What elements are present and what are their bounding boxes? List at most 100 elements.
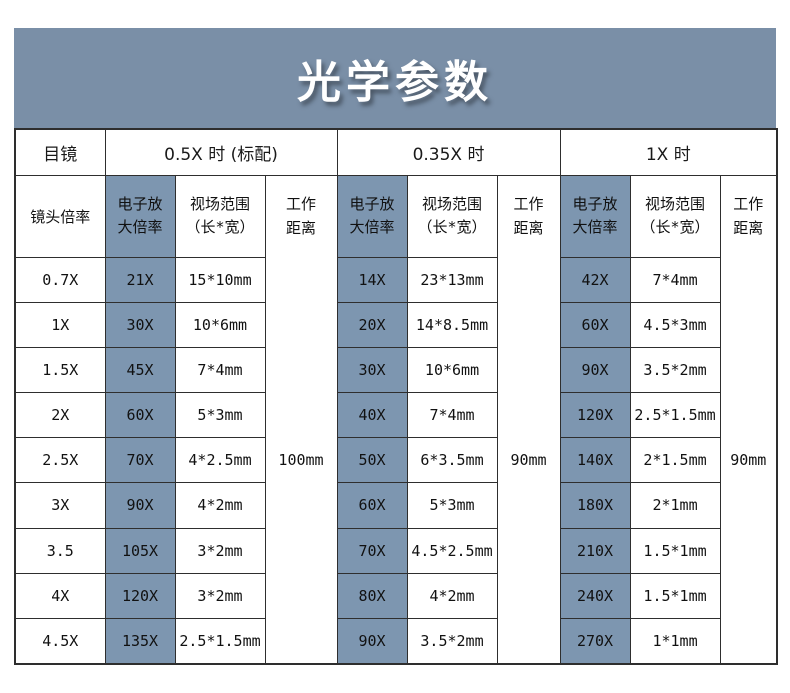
magnification-header-line2: 大倍率: [117, 218, 163, 237]
fov-cell: 5*3mm: [406, 482, 498, 529]
table-row: 1.5X 45X 7*4mm 30X 10*6mm 90X 3.5*2mm: [14, 346, 777, 394]
magnification-cell: 240X: [559, 572, 631, 619]
banner-title: 光学参数: [297, 57, 493, 108]
spec-table: 目镜 0.5X 时 (标配) 0.35X 时 1X 时 镜头倍率 电子放 大倍率…: [14, 128, 779, 665]
magnification-cell: 70X: [104, 437, 176, 484]
magnification-cell: 30X: [336, 346, 408, 394]
magnification-header-cell: 电子放 大倍率: [559, 174, 631, 258]
table-row: 4.5X 135X 2.5*1.5mm 90X 3.5*2mm 270X 1*1…: [14, 617, 777, 665]
lens-ratio-cell: 0.7X: [14, 256, 106, 303]
magnification-cell: 135X: [104, 617, 176, 665]
fov-cell: 7*4mm: [629, 256, 721, 303]
fov-cell: 2*1mm: [629, 482, 721, 529]
fov-cell: 5*3mm: [174, 392, 266, 439]
working-distance-value-group3: 90mm: [730, 451, 767, 469]
fov-cell: 23*13mm: [406, 256, 498, 303]
fov-header-cell: 视场范围 （长*宽）: [629, 174, 721, 258]
fov-cell: 1.5*1mm: [629, 527, 721, 574]
fov-cell: 4.5*3mm: [629, 301, 721, 349]
subheader-row: 镜头倍率 电子放 大倍率 视场范围 （长*宽） 工作 距离 100mm: [14, 174, 778, 664]
working-distance-cell-group1: 工作 距离 100mm: [264, 174, 338, 664]
fov-cell: 3.5*2mm: [629, 346, 721, 394]
fov-header-line1: 视场范围: [189, 194, 250, 213]
magnification-cell: 140X: [559, 437, 631, 484]
fov-cell: 3*2mm: [174, 572, 266, 619]
table-row: 1X 30X 10*6mm 20X 14*8.5mm 60X 4.5*3mm: [14, 301, 777, 349]
magnification-cell: 210X: [559, 527, 631, 574]
working-distance-value-group2: 90mm: [510, 451, 547, 469]
fov-cell: 1.5*1mm: [629, 572, 721, 619]
fov-cell: 4*2mm: [174, 482, 266, 529]
working-distance-label: 工作 距离: [513, 195, 544, 237]
magnification-cell: 40X: [336, 392, 408, 439]
lens-ratio-cell: 1.5X: [14, 346, 106, 394]
lens-ratio-cell: 4.5X: [14, 617, 106, 665]
fov-cell: 2*1.5mm: [629, 437, 721, 484]
magnification-cell: 120X: [104, 572, 176, 619]
lens-ratio-cell: 3.5: [14, 527, 106, 574]
fov-cell: 3.5*2mm: [406, 617, 498, 665]
lens-ratio-cell: 1X: [14, 301, 106, 349]
lens-ratio-cell: 4X: [14, 572, 106, 619]
working-distance-cell-group2: 工作 距离 90mm: [496, 174, 561, 664]
magnification-cell: 70X: [336, 527, 408, 574]
fov-cell: 4.5*2.5mm: [406, 527, 498, 574]
fov-cell: 14*8.5mm: [406, 301, 498, 349]
magnification-cell: 60X: [559, 301, 631, 349]
fov-header-line2: （长*宽）: [185, 218, 255, 237]
working-distance-value-group1: 100mm: [278, 451, 324, 469]
magnification-cell: 90X: [104, 482, 176, 529]
lens-ratio-cell: 2.5X: [14, 437, 106, 484]
working-distance-cell-group3: 工作 距离 90mm: [719, 174, 778, 664]
magnification-header-line1: 电子放: [117, 194, 163, 213]
table-row: 4X 120X 3*2mm 80X 4*2mm 240X 1.5*1mm: [14, 572, 777, 619]
fov-cell: 10*6mm: [406, 346, 498, 394]
magnification-header-cell: 电子放 大倍率: [336, 174, 408, 258]
fov-cell: 7*4mm: [406, 392, 498, 439]
magnification-cell: 42X: [559, 256, 631, 303]
magnification-cell: 105X: [104, 527, 176, 574]
fov-cell: 4*2mm: [406, 572, 498, 619]
table-row: 2X 60X 5*3mm 40X 7*4mm 120X 2.5*1.5mm: [14, 392, 777, 439]
magnification-cell: 120X: [559, 392, 631, 439]
magnification-cell: 90X: [336, 617, 408, 665]
working-distance-label: 工作 距离: [286, 195, 317, 237]
group-header-cell-1x: 1X 时: [559, 128, 778, 176]
fov-header-cell: 视场范围 （长*宽）: [406, 174, 498, 258]
table-row: 3X 90X 4*2mm 60X 5*3mm 180X 2*1mm: [14, 482, 777, 529]
group-header-row: 目镜 0.5X 时 (标配) 0.35X 时 1X 时: [14, 128, 778, 176]
group-header-cell-0.5x: 0.5X 时 (标配): [104, 128, 338, 176]
magnification-cell: 270X: [559, 617, 631, 665]
magnification-cell: 50X: [336, 437, 408, 484]
magnification-cell: 14X: [336, 256, 408, 303]
fov-cell: 15*10mm: [174, 256, 266, 303]
fov-cell: 2.5*1.5mm: [174, 617, 266, 665]
table-row: 0.7X 21X 15*10mm 14X 23*13mm 42X 7*4mm: [14, 256, 777, 303]
magnification-cell: 21X: [104, 256, 176, 303]
table-row: 3.5 105X 3*2mm 70X 4.5*2.5mm 210X 1.5*1m…: [14, 527, 777, 574]
banner: 光学参数: [14, 28, 776, 128]
table-row: 2.5X 70X 4*2.5mm 50X 6*3.5mm 140X 2*1.5m…: [14, 437, 777, 484]
magnification-cell: 180X: [559, 482, 631, 529]
lens-ratio-cell: 3X: [14, 482, 106, 529]
magnification-cell: 60X: [104, 392, 176, 439]
lens-ratio-cell: 2X: [14, 392, 106, 439]
fov-cell: 3*2mm: [174, 527, 266, 574]
working-distance-label: 工作 距离: [733, 195, 764, 237]
fov-cell: 6*3.5mm: [406, 437, 498, 484]
magnification-header-cell: 电子放 大倍率: [104, 174, 176, 258]
magnification-cell: 80X: [336, 572, 408, 619]
magnification-cell: 60X: [336, 482, 408, 529]
magnification-cell: 20X: [336, 301, 408, 349]
fov-cell: 2.5*1.5mm: [629, 392, 721, 439]
fov-cell: 1*1mm: [629, 617, 721, 665]
magnification-cell: 90X: [559, 346, 631, 394]
eyepiece-header-cell: 目镜: [14, 128, 106, 176]
fov-cell: 7*4mm: [174, 346, 266, 394]
group-header-cell-0.35x: 0.35X 时: [336, 128, 561, 176]
fov-header-cell: 视场范围 （长*宽）: [174, 174, 266, 258]
magnification-cell: 45X: [104, 346, 176, 394]
lens-ratio-header-cell: 镜头倍率: [14, 174, 106, 258]
fov-cell: 4*2.5mm: [174, 437, 266, 484]
